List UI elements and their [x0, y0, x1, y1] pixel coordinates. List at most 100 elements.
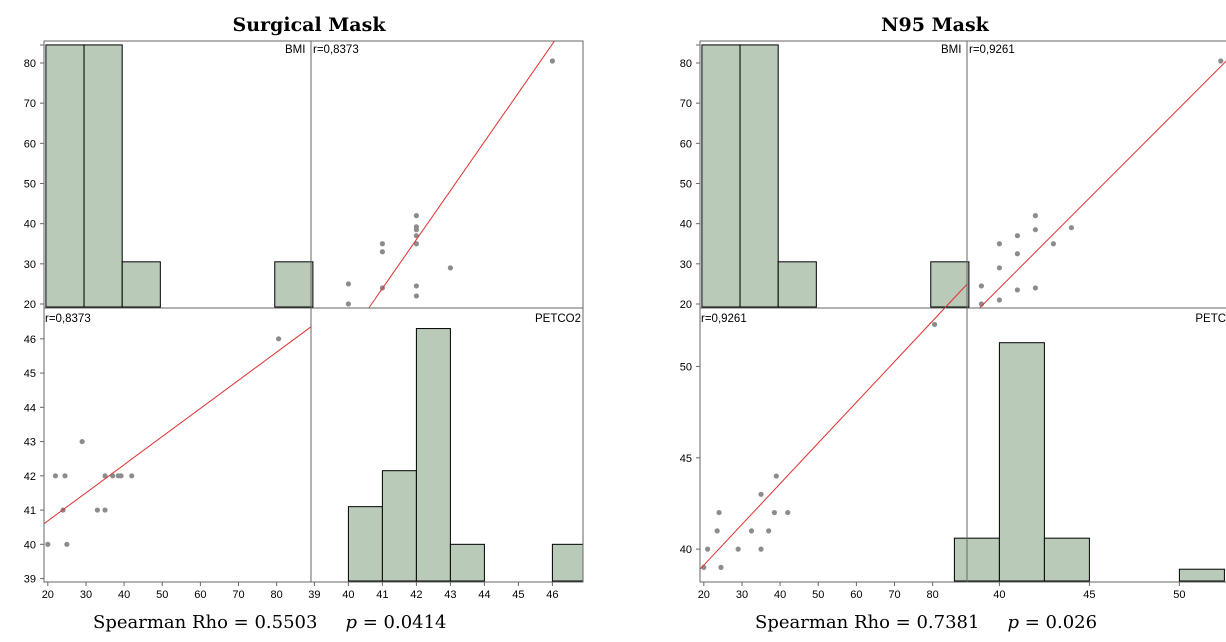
petco2-histogram-bar	[415, 328, 451, 582]
petco2-histogram-bar	[347, 506, 383, 582]
petco2-x-tick-label: 43	[444, 589, 456, 600]
scatter-point-bmi-vs-petco2	[62, 473, 68, 479]
p-symbol-n95: p	[1007, 612, 1019, 633]
scatter-point-petco2-vs-bmi	[447, 265, 453, 271]
scatter-matrix-surgical: BMI r=0,8373 r=0,8373 PETCO2 20 30 40 50 60 70 80 3…	[24, 40, 584, 600]
bmi-x-tick-label: 40	[118, 589, 130, 600]
scatter-point-bmi-vs-petco2	[102, 473, 108, 479]
matrix-frame	[699, 40, 1226, 583]
bmi-x-tick-label: 80	[271, 589, 283, 600]
scatter-point-bmi-vs-petco2	[45, 541, 51, 547]
bmi-histogram-bar	[274, 261, 314, 308]
bmi-x-tick-label: 70	[232, 589, 244, 600]
petco2-histogram-bar	[998, 342, 1045, 582]
scatter-point-bmi-vs-petco2	[705, 546, 711, 552]
scatter-point-petco2-vs-bmi	[413, 224, 419, 230]
scatter-point-bmi-vs-petco2	[102, 507, 108, 513]
scatter-point-petco2-vs-bmi	[978, 283, 984, 289]
bmi-y-tick-label: 60	[24, 138, 36, 150]
scatter-point-petco2-vs-bmi	[379, 249, 385, 255]
bmi-x-tick-label: 70	[888, 589, 900, 600]
scatter-point-petco2-vs-bmi	[996, 265, 1002, 271]
scatter-point-petco2-vs-bmi	[1032, 285, 1038, 291]
scatter-point-petco2-vs-bmi	[1014, 233, 1020, 239]
scatter-point-petco2-vs-bmi	[1032, 227, 1038, 233]
scatter-point-bmi-vs-petco2	[716, 509, 722, 516]
scatter-point-petco2-vs-bmi	[1068, 225, 1074, 231]
variable-label-bmi: BMI	[941, 44, 961, 56]
matrix-frame	[43, 40, 584, 583]
variable-label-petco2: PETCO2	[535, 313, 581, 325]
bmi-histogram-bar	[121, 261, 161, 308]
petco2-x-tick-label: 45	[512, 589, 524, 600]
petco2-x-tick-label: 41	[376, 589, 388, 600]
scatter-point-petco2-vs-bmi	[345, 281, 351, 287]
scatter-point-bmi-vs-petco2	[94, 507, 100, 513]
scatter-point-petco2-vs-bmi	[379, 241, 385, 247]
petco2-y-tick-label: 45	[24, 368, 36, 380]
petco2-x-tick-label: 44	[478, 589, 490, 600]
bmi-y-tick-label: 70	[680, 98, 692, 110]
bmi-x-tick-label: 50	[156, 589, 168, 600]
fit-line-bmi-vs-petco2	[700, 283, 968, 570]
spearman-rho-n95: Spearman Rho = 0.7381	[755, 612, 980, 633]
bmi-y-tick-label: 70	[24, 98, 36, 110]
caption-n95: Spearman Rho = 0.7381 p = 0.026	[755, 612, 1097, 633]
fit-line-bmi-vs-petco2	[44, 326, 312, 525]
petco2-y-tick-label: 39	[24, 574, 36, 586]
scatter-point-bmi-vs-petco2	[766, 528, 772, 534]
petco2-x-tick-label: 40	[993, 589, 1005, 600]
p-value-surgical: = 0.0414	[362, 612, 447, 633]
bmi-histogram-bar	[83, 44, 123, 308]
bmi-x-tick-label: 20	[42, 589, 54, 600]
bmi-x-tick-label: 80	[927, 589, 939, 600]
bmi-y-tick-label: 40	[24, 219, 36, 231]
bmi-y-tick-label: 80	[680, 58, 692, 70]
bmi-y-tick-label: 30	[24, 259, 36, 271]
scatter-point-petco2-vs-bmi	[1014, 287, 1020, 293]
scatter-point-bmi-vs-petco2	[785, 509, 791, 516]
scatter-point-bmi-vs-petco2	[718, 564, 724, 570]
bmi-y-tick-label: 50	[680, 178, 692, 190]
scatter-point-bmi-vs-petco2	[735, 546, 741, 552]
bmi-histogram-bar	[777, 261, 817, 308]
scatter-point-bmi-vs-petco2	[275, 336, 282, 342]
chart-title-surgical: Surgical Mask	[232, 14, 386, 36]
petco2-y-tick-label: 43	[24, 437, 36, 449]
bmi-histogram-bar	[739, 44, 779, 308]
bmi-y-tick-label: 60	[680, 138, 692, 150]
petco2-histogram-bar	[551, 543, 583, 582]
scatter-point-petco2-vs-bmi	[345, 301, 351, 307]
petco2-y-tick-label: 41	[24, 505, 36, 517]
bmi-x-tick-label: 30	[736, 589, 748, 600]
scatter-point-petco2-vs-bmi	[1218, 58, 1224, 64]
bmi-y-tick-label: 80	[24, 58, 36, 70]
variable-label-petco2: PETCO	[1195, 313, 1226, 325]
scatter-point-petco2-vs-bmi	[1014, 251, 1020, 257]
petco2-histogram-bar	[953, 537, 1000, 582]
petco2-y-tick-label: 40	[680, 544, 692, 556]
bmi-y-tick-label: 50	[24, 178, 36, 190]
scatter-point-petco2-vs-bmi	[996, 297, 1002, 303]
scatter-point-bmi-vs-petco2	[118, 473, 124, 479]
petco2-histogram-bar	[449, 543, 485, 582]
petco2-x-tick-label: 46	[546, 589, 558, 600]
scatter-point-petco2-vs-bmi	[413, 283, 419, 289]
petco2-y-tick-label: 44	[24, 402, 36, 414]
bmi-histogram-bar	[45, 44, 85, 308]
p-value-n95: = 0.026	[1024, 612, 1098, 633]
scatter-point-petco2-vs-bmi	[549, 58, 556, 64]
variable-label-bmi: BMI	[285, 44, 305, 56]
fit-line-petco2-vs-bmi	[979, 60, 1226, 309]
scatter-matrix-n95: BMI r=0,9261 r=0,9261 PETCO 20 30 40 50 60 70 80 40…	[680, 40, 1226, 600]
scatter-point-bmi-vs-petco2	[748, 528, 755, 534]
caption-surgical: Spearman Rho = 0.5503 p = 0.0414	[93, 612, 447, 633]
scatter-point-bmi-vs-petco2	[79, 438, 85, 445]
scatter-point-bmi-vs-petco2	[758, 546, 764, 552]
petco2-x-tick-label: 42	[410, 589, 422, 600]
bmi-x-tick-label: 60	[194, 589, 206, 600]
scatter-point-bmi-vs-petco2	[64, 541, 70, 547]
bmi-x-tick-label: 40	[774, 589, 786, 600]
petco2-histogram-bar	[1043, 537, 1090, 582]
petco2-x-tick-label: 45	[1083, 589, 1095, 600]
